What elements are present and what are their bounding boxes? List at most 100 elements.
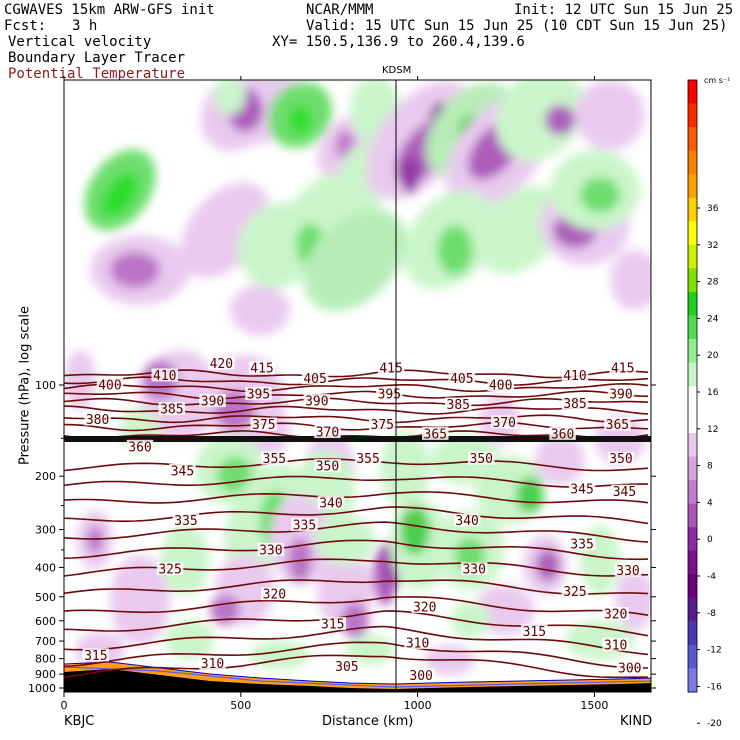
y-tick-label: 200 <box>35 470 56 483</box>
theta-label-bg <box>126 439 154 453</box>
colorbar-swatch <box>688 597 697 622</box>
theta-label: 395 <box>247 387 270 402</box>
valid-time: Valid: 15 UTC Sun 15 Jun 25 (10 CDT Sun … <box>306 18 728 34</box>
colorbar-tick-label: 36 <box>707 204 719 214</box>
theta-contour <box>64 596 649 616</box>
field-vertical-velocity: Vertical velocity <box>8 34 152 50</box>
theta-label-bg <box>453 513 481 527</box>
theta-label-bg <box>169 463 196 477</box>
theta-label: 345 <box>613 485 636 500</box>
theta-label-bg <box>422 426 449 440</box>
theta-label: 400 <box>489 379 512 394</box>
theta-label: 300 <box>409 669 432 684</box>
marker-label: KDSM <box>382 65 412 76</box>
theta-contour <box>64 382 649 393</box>
theta-label-bg <box>561 396 589 410</box>
colorbar-swatch <box>688 362 697 387</box>
theta-label: 340 <box>455 514 478 529</box>
theta-label: 395 <box>378 387 401 402</box>
theta-label-bg <box>172 513 200 527</box>
colorbar-swatch <box>688 221 697 246</box>
colorbar-tick-label: 24 <box>707 314 719 324</box>
theta-contour <box>64 641 649 669</box>
colorbar-tick-label: 12 <box>707 425 718 435</box>
x-axis-label: Distance (km) <box>322 714 414 729</box>
theta-label-bg <box>96 378 124 391</box>
theta-label-bg <box>445 397 472 411</box>
theta-label-bg <box>521 624 548 638</box>
theta-label-bg <box>377 361 405 375</box>
theta-label: 420 <box>210 357 233 372</box>
init-time: Init: 12 UTC Sun 15 Jun 25 <box>514 2 734 18</box>
theta-label: 310 <box>406 636 429 651</box>
colorbar-swatch <box>688 550 697 575</box>
theta-label-bg <box>82 648 110 662</box>
colorbar-swatch <box>688 621 697 646</box>
x-tick-label: 1500 <box>580 699 608 712</box>
theta-label: 400 <box>98 379 121 394</box>
theta-contour <box>64 506 649 525</box>
y-tick-label: 100 <box>35 379 56 392</box>
theta-label: 360 <box>128 440 151 455</box>
colorbar-tick-label: 32 <box>707 241 718 251</box>
theta-label: 405 <box>450 372 473 387</box>
colorbar-frame <box>687 79 698 693</box>
theta-label-bg <box>301 371 329 385</box>
theta-label-bg <box>261 451 288 465</box>
theta-label-bg <box>314 458 341 472</box>
theta-label: 355 <box>263 452 286 467</box>
theta-label: 375 <box>252 418 275 433</box>
theta-label: 365 <box>424 427 447 442</box>
colorbar-swatch <box>688 480 697 505</box>
theta-label: 315 <box>321 618 344 633</box>
theta-label: 415 <box>379 362 402 377</box>
theta-label: 335 <box>570 538 593 553</box>
colorbar-tick-label: -20 <box>707 719 722 729</box>
theta-label: 345 <box>570 482 593 497</box>
theta-label-bg <box>568 537 596 551</box>
theta-label: 390 <box>305 395 328 410</box>
theta-label-bg <box>199 394 226 408</box>
colorbar-swatch <box>688 409 697 434</box>
fcst-value: 3 h <box>72 18 98 34</box>
theta-label-bg <box>602 607 629 621</box>
colorbar-tick-label: 28 <box>707 278 719 288</box>
theta-label: 350 <box>316 459 339 474</box>
colorbar-units: cm s⁻¹ <box>704 76 731 85</box>
y-tick-label: 500 <box>35 591 56 604</box>
theta-label-bg <box>460 562 488 576</box>
theta-label-bg <box>369 417 396 431</box>
theta-label-bg <box>468 451 495 465</box>
theta-label-bg <box>487 378 514 391</box>
y-tick-label: 300 <box>35 524 56 537</box>
vertical-velocity-shading <box>64 80 651 692</box>
theta-label: 415 <box>611 362 634 377</box>
colorbar-swatch <box>688 644 697 669</box>
colorbar-tick-label: 16 <box>707 388 719 398</box>
colorbar: 36 32 28 24 20 16 12 8 4 0 -4 -8 -12 -16 -20 <box>687 79 722 729</box>
left-endpoint-label: KBJC <box>64 714 95 729</box>
theta-label-bg <box>411 599 438 613</box>
theta-label: 385 <box>563 397 586 412</box>
x-tick-label: 500 <box>230 699 251 712</box>
theta-label-bg <box>448 371 476 385</box>
tropopause-band <box>64 436 651 442</box>
colorbar-tick-label: -16 <box>707 682 722 692</box>
y-tick-label: 900 <box>35 668 56 681</box>
y-tick-label: 400 <box>35 561 56 574</box>
theta-contour <box>64 654 648 679</box>
colorbar-swatch <box>688 574 697 599</box>
theta-label: 410 <box>563 369 586 384</box>
theta-label: 310 <box>604 638 627 653</box>
theta-label-bg <box>568 481 596 495</box>
theta-label: 325 <box>158 563 181 578</box>
theta-label-bg <box>609 361 636 375</box>
theta-label: 310 <box>201 657 224 672</box>
y-tick-label: 700 <box>35 635 56 648</box>
y-tick-label: 800 <box>35 653 56 666</box>
theta-label-bg <box>199 656 226 670</box>
theta-label: 330 <box>616 564 639 579</box>
org-label: NCAR/MMM <box>306 2 374 18</box>
theta-label: 390 <box>201 395 224 410</box>
